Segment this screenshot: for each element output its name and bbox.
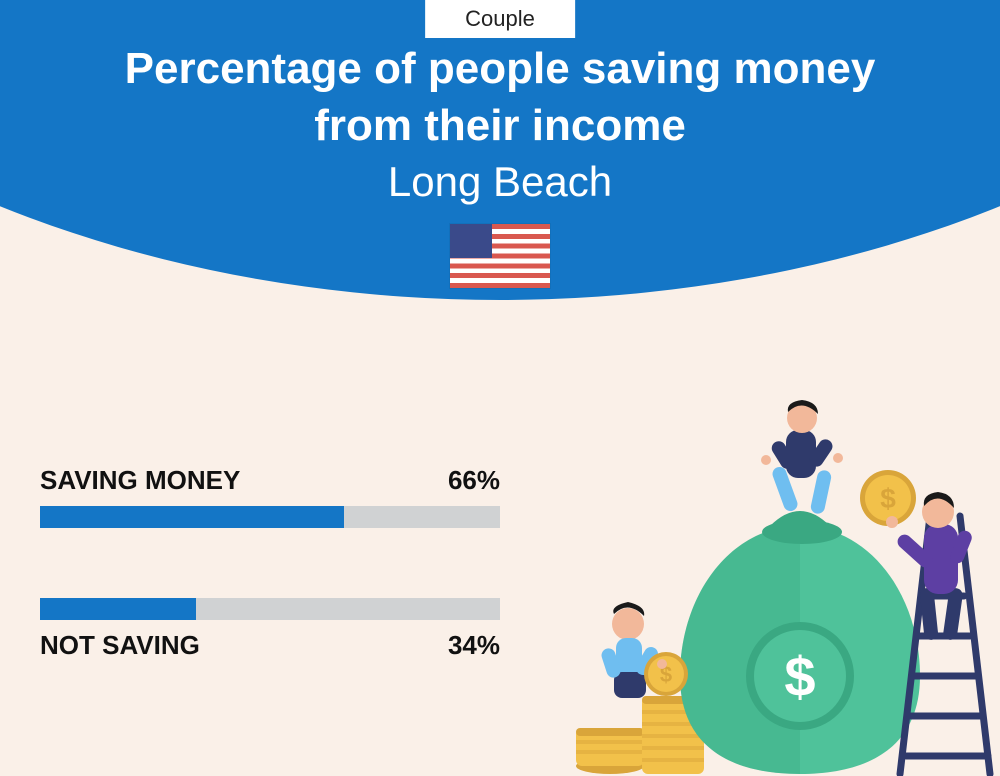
page-title: Percentage of people saving money from t… [0,40,1000,154]
bar-saving-label-row: SAVING MONEY 66% [40,465,500,496]
person-sitting-left: $ [600,602,688,698]
money-bag-icon: $ [680,511,920,774]
bar-saving-fill [40,506,344,528]
savings-illustration: $ $ [570,396,1000,776]
bar-not-saving: NOT SAVING 34% [40,598,500,661]
usa-flag-icon [450,224,550,288]
coin-stack-left [576,728,644,774]
title-line-2: from their income [314,101,686,150]
svg-text:$: $ [880,483,896,514]
bar-saving: SAVING MONEY 66% [40,465,500,528]
bar-not-saving-fill [40,598,196,620]
flag-canton [450,224,492,258]
bar-saving-value: 66% [448,465,500,496]
title-block: Percentage of people saving money from t… [0,40,1000,288]
person-on-bag [761,400,843,515]
bar-saving-label: SAVING MONEY [40,465,240,496]
bars-section: SAVING MONEY 66% NOT SAVING 34% [40,465,500,731]
category-tab: Couple [425,0,575,38]
title-line-1: Percentage of people saving money [125,44,876,93]
bar-not-saving-value: 34% [448,630,500,661]
page-subtitle: Long Beach [0,158,1000,206]
category-tab-label: Couple [465,6,535,31]
bar-saving-track [40,506,500,528]
dollar-sign-bag: $ [784,645,815,708]
bar-not-saving-track [40,598,500,620]
bar-not-saving-label: NOT SAVING [40,630,200,661]
bar-not-saving-label-row: NOT SAVING 34% [40,630,500,661]
